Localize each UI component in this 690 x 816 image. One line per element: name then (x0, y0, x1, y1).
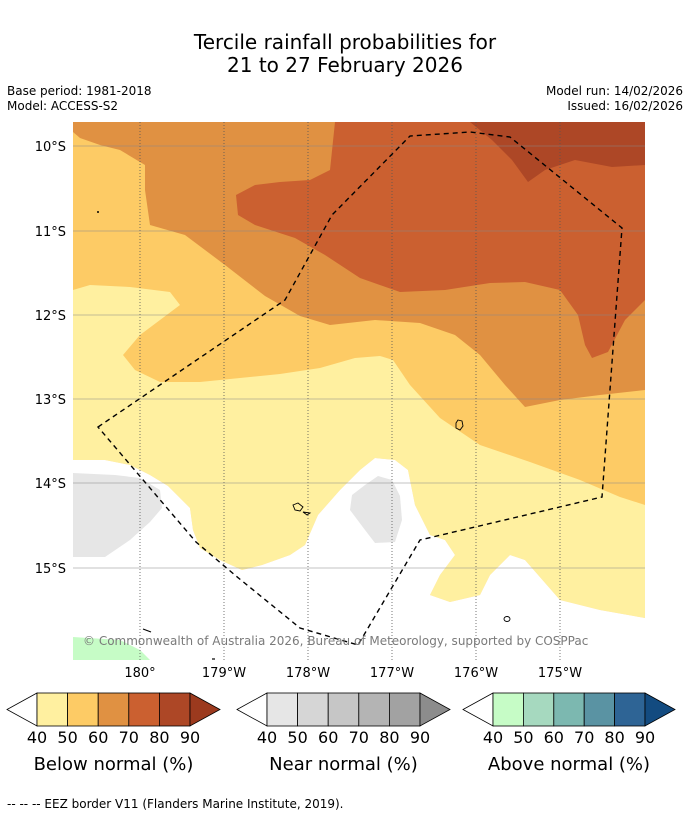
region-near-40-50-east (350, 476, 402, 543)
latitude-labels: 10°S 11°S 12°S 13°S 14°S 15°S (35, 140, 66, 577)
colorbar-segment (358, 692, 390, 727)
colorbar-tick: 50 (287, 728, 307, 747)
lon-label: 179°W (202, 666, 246, 681)
colorbar-tick: 80 (604, 728, 624, 747)
colorbar-segment (523, 692, 555, 727)
colorbar-tick: 90 (410, 728, 430, 747)
copyright-text: © Commonwealth of Australia 2026, Bureau… (83, 634, 588, 648)
colorbar-segment (492, 692, 524, 727)
colorbar-tick: 70 (574, 728, 594, 747)
colorbar-tick: 80 (379, 728, 399, 747)
title-line-1: Tercile rainfall probabilities for (193, 30, 497, 54)
island-niulakita (455, 419, 464, 431)
colorbar-segment (553, 692, 585, 727)
lat-label: 11°S (35, 225, 66, 240)
colorbar-title: Above normal (%) (488, 754, 650, 775)
colorbar-segment (67, 692, 99, 727)
base-period: Base period: 1981-2018 (7, 84, 152, 98)
meta-left: Base period: 1981-2018 Model: ACCESS-S2 (7, 84, 152, 114)
lat-label: 13°S (35, 393, 66, 408)
island-small-east (503, 616, 511, 622)
colorbar-segment (297, 692, 329, 727)
colorbar-tick: 60 (544, 728, 564, 747)
issued-date: Issued: 16/02/2026 (567, 99, 683, 113)
colorbar-extend-low (462, 692, 494, 727)
colorbar-segment (583, 692, 616, 727)
map-title: Tercile rainfall probabilities for 21 to… (0, 31, 690, 77)
longitude-labels: 180° 179°W 178°W 177°W 176°W 175°W (124, 666, 582, 681)
colorbar-tick: 60 (88, 728, 108, 747)
lon-label: 177°W (370, 666, 414, 681)
colorbar-segment (97, 692, 130, 727)
colorbar-title: Below normal (%) (34, 754, 194, 775)
colorbar-segment (327, 692, 360, 727)
title-line-2: 21 to 27 February 2026 (227, 53, 463, 77)
region-below-70-80 (236, 122, 645, 358)
colorbar-extend-high (189, 692, 221, 727)
region-below-40-50 (73, 285, 645, 618)
island-nukulaelae-1 (292, 502, 304, 512)
region-above-40-50 (73, 637, 150, 660)
colorbar-segment (388, 692, 421, 727)
model-name: Model: ACCESS-S2 (7, 99, 119, 113)
lon-label: 175°W (538, 666, 582, 681)
lat-label: 10°S (35, 140, 66, 155)
colorbar-extend-high (419, 692, 451, 727)
colorbar-title: Near normal (%) (269, 754, 418, 775)
region-no-data-west (73, 458, 645, 660)
colorbar-tick: 40 (27, 728, 47, 747)
region-below-80-90 (470, 122, 645, 182)
colorbar-tick: 90 (635, 728, 655, 747)
map-area (73, 122, 645, 660)
colorbar-segment (36, 692, 69, 727)
island-dot-northwest (97, 211, 99, 213)
lat-label: 12°S (35, 309, 66, 324)
lon-label: 176°W (454, 666, 498, 681)
colorbar-tick: 40 (483, 728, 503, 747)
colorbar-tick: 80 (149, 728, 169, 747)
colorbar-segment (614, 692, 646, 727)
footer-eez-note: -- -- -- EEZ border V11 (Flanders Marine… (7, 797, 344, 811)
colorbar-tick: 90 (180, 728, 200, 747)
colorbar-near-normal: 40 50 60 70 80 90 Near normal (%) (236, 692, 451, 775)
model-run: Model run: 14/02/2026 (545, 84, 683, 98)
colorbar-tick: 60 (318, 728, 338, 747)
meta-right: Model run: 14/02/2026 Issued: 16/02/2026 (546, 84, 683, 114)
colorbar-below-normal: 40 50 60 70 80 90 Below normal (%) (6, 692, 221, 775)
colorbar-tick: 40 (257, 728, 277, 747)
lon-label: 180° (124, 666, 155, 681)
colorbar-extend-low (6, 692, 38, 727)
colorbar-above-normal: 40 50 60 70 80 90 Above normal (%) (462, 692, 676, 775)
colorbar-tick: 50 (513, 728, 533, 747)
colorbar-tick: 70 (349, 728, 369, 747)
colorbar-extend-high (644, 692, 676, 727)
lat-label: 14°S (35, 477, 66, 492)
island-nukulaelae-2 (302, 511, 312, 516)
latitude-gridlines (73, 145, 645, 569)
eez-border (96, 131, 623, 646)
colorbar-segment (158, 692, 191, 727)
island-southwest (142, 628, 152, 633)
lon-label: 178°W (286, 666, 330, 681)
colorbar-extend-low (236, 692, 268, 727)
colorbar-tick: 70 (119, 728, 139, 747)
lat-label: 15°S (35, 562, 66, 577)
colorbar-segment (266, 692, 299, 727)
colorbar-segment (128, 692, 160, 727)
colorbar-tick: 50 (57, 728, 77, 747)
